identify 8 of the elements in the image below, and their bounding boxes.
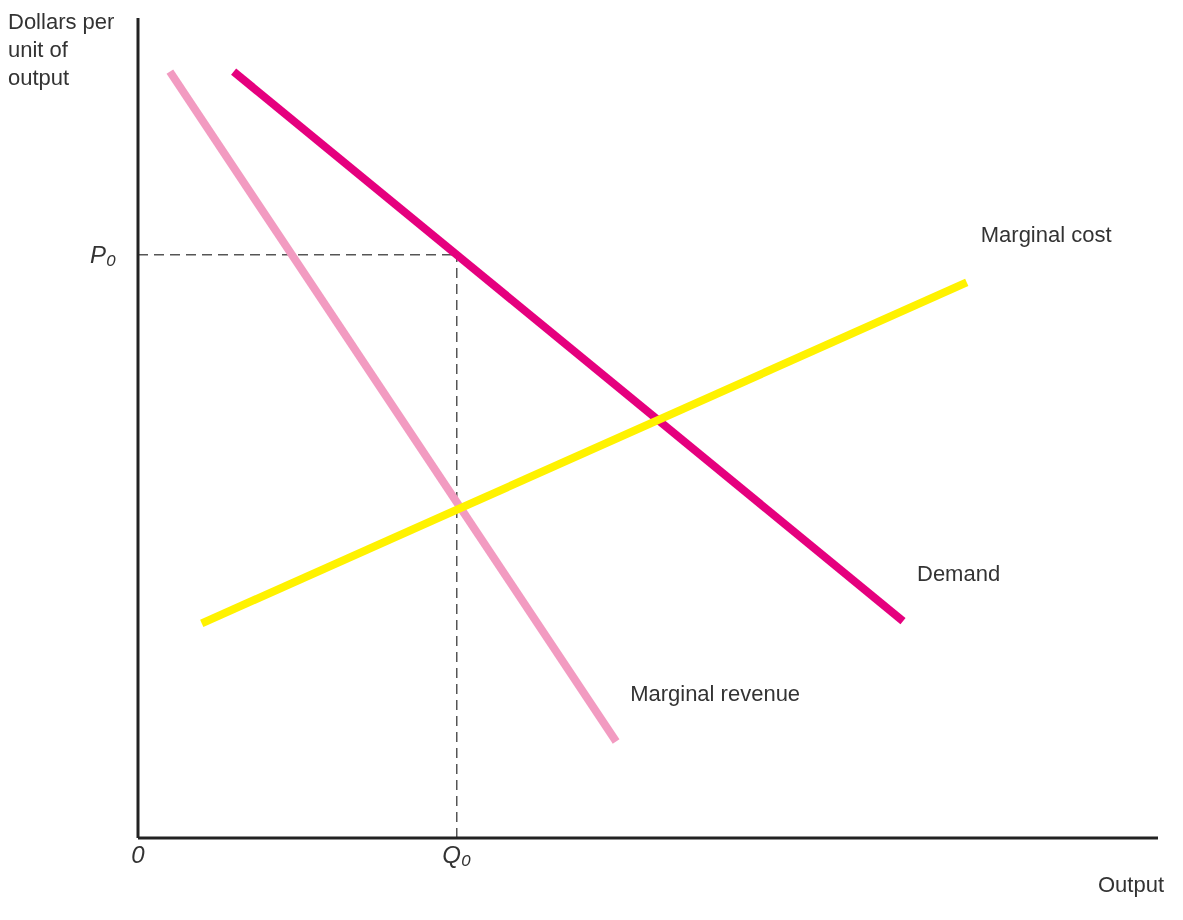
y-axis-title: Dollars per unit of output [8, 8, 116, 92]
series-label: Marginal revenue [630, 681, 801, 707]
x-tick-label: Q₀ [442, 841, 472, 869]
series-label: Marginal cost [980, 222, 1112, 248]
ref-line-label: P₀ [89, 241, 116, 269]
x-tick-label: 0 [131, 841, 146, 869]
series-label: Demand [917, 561, 1001, 587]
x-axis-title: Output [1097, 872, 1164, 898]
